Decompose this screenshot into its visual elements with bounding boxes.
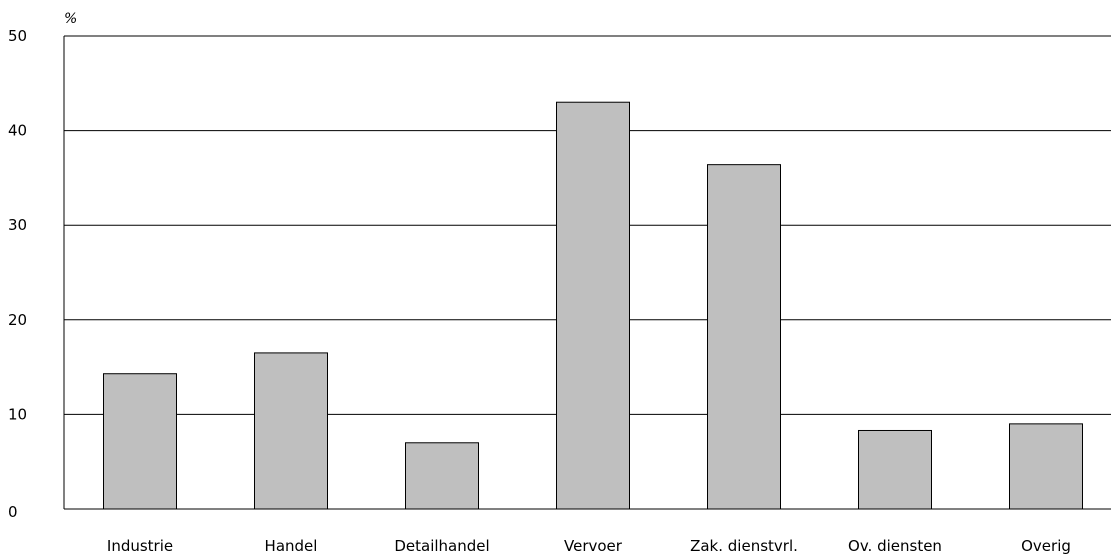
- y-tick-label-50: 50: [8, 27, 27, 45]
- x-category-label: Detailhandel: [394, 537, 489, 554]
- x-category-label: Zak. dienstvrl.: [690, 537, 798, 554]
- y-tick-label-30: 30: [8, 216, 27, 234]
- x-category-label: Vervoer: [564, 537, 623, 554]
- bar-detailhandel: [405, 442, 479, 510]
- bar-overig: [1009, 423, 1083, 510]
- bar-vervoer: [556, 101, 630, 510]
- x-category-label: Ov. diensten: [848, 537, 942, 554]
- x-axis-labels: Industrie Handel Detailhandel Vervoer Zak. d…: [107, 537, 1071, 554]
- bar-ov-diensten: [858, 429, 932, 510]
- bar-industrie: [103, 373, 177, 510]
- y-axis-unit-label: %: [64, 11, 77, 27]
- x-category-label: Overig: [1021, 537, 1071, 554]
- y-axis-ticks: 0 10 20 30 40 50: [8, 27, 27, 521]
- x-category-label: Handel: [265, 537, 318, 554]
- y-tick-label-10: 10: [8, 405, 27, 423]
- x-category-label: Industrie: [107, 537, 173, 554]
- y-tick-label-20: 20: [8, 311, 27, 329]
- y-tick-label-40: 40: [8, 122, 27, 140]
- bars: [103, 101, 1083, 510]
- bar-zak-dienstvrl: [707, 164, 781, 510]
- y-tick-label-0: 0: [8, 503, 18, 521]
- bar-handel: [254, 352, 328, 510]
